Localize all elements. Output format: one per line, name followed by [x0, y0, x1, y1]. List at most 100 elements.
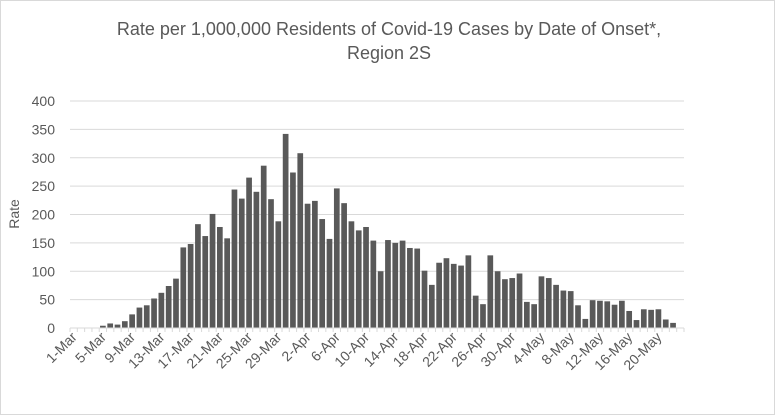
bar-9-May	[575, 305, 581, 328]
bar-7-Apr	[341, 203, 347, 328]
bar-26-Mar	[253, 191, 260, 328]
bar-24-Mar	[238, 198, 245, 328]
bar-2-May	[523, 301, 530, 328]
bar-7-Mar	[114, 324, 121, 328]
bar-15-Mar	[173, 278, 179, 328]
bar-31-Mar	[290, 172, 296, 328]
bar-13-Apr	[385, 240, 391, 328]
bar-12-Apr	[377, 271, 384, 328]
y-tick-label: 300	[32, 150, 56, 166]
bar-16-May	[626, 310, 633, 328]
bar-11-Mar	[143, 305, 150, 328]
x-tick-label: 4-May	[509, 329, 548, 368]
bar-23-Mar	[231, 189, 238, 328]
bar-2-Apr	[304, 203, 311, 328]
bar-29-Apr	[502, 279, 508, 328]
bar-10-May	[582, 318, 589, 328]
bar-25-Mar	[246, 177, 252, 328]
y-tick-label: 350	[32, 121, 56, 137]
bar-4-May	[538, 276, 545, 328]
bar-13-May	[604, 301, 611, 328]
bar-21-Apr	[443, 258, 450, 328]
bar-17-May	[633, 320, 640, 328]
bar-17-Apr	[414, 248, 421, 328]
bar-28-Apr	[494, 271, 501, 328]
bar-4-Apr	[319, 219, 326, 328]
bar-27-Apr	[487, 255, 494, 328]
bar-5-May	[545, 278, 552, 328]
bar-8-Mar	[121, 321, 128, 328]
bar-21-May	[662, 319, 669, 328]
bar-29-Mar	[275, 221, 282, 328]
bar-30-Mar	[282, 133, 289, 328]
y-tick-label: 400	[32, 93, 56, 109]
bar-19-Mar	[202, 236, 209, 328]
bar-3-May	[531, 304, 537, 328]
bar-19-May	[648, 309, 654, 328]
bar-8-Apr	[348, 221, 355, 328]
bar-25-Apr	[472, 295, 479, 328]
bar-15-May	[619, 300, 625, 328]
bar-5-Mar	[100, 325, 106, 328]
x-tick-label: 5-Mar	[72, 329, 109, 366]
bar-15-Apr	[399, 240, 406, 328]
bar-10-Mar	[136, 307, 143, 328]
y-axis-tick-labels: 0 50 100 150 200 250 300 350 400	[32, 93, 56, 336]
bar-19-Apr	[428, 284, 435, 328]
bar-24-Apr	[465, 255, 472, 328]
bar-27-Mar	[260, 165, 267, 328]
bar-14-May	[611, 304, 618, 328]
y-tick-label: 50	[39, 292, 55, 308]
x-axis-tick-labels: 1-Mar5-Mar9-Mar13-Mar17-Mar21-Mar25-Mar2…	[43, 329, 665, 374]
y-tick-label: 0	[47, 320, 55, 336]
bar-9-Mar	[129, 314, 135, 328]
bar-22-Mar	[224, 238, 230, 328]
bar-23-Apr	[458, 265, 464, 328]
bar-17-Mar	[187, 244, 194, 328]
bar-20-Apr	[436, 262, 442, 328]
bar-18-May	[640, 309, 647, 328]
bar-12-Mar	[151, 298, 157, 328]
bar-7-May	[560, 290, 567, 328]
bar-series	[100, 133, 676, 329]
bar-8-May	[567, 291, 574, 328]
bar-16-Mar	[180, 247, 187, 328]
bar-12-May	[597, 300, 603, 328]
bar-11-Apr	[370, 240, 377, 328]
bar-1-Apr	[297, 153, 304, 328]
bar-10-Apr	[363, 226, 369, 328]
y-tick-label: 250	[32, 178, 56, 194]
bar-5-Apr	[326, 238, 333, 328]
y-axis-title: Rate	[6, 199, 22, 229]
bar-11-May	[589, 300, 596, 328]
bar-6-May	[553, 284, 559, 328]
y-tick-label: 100	[32, 263, 56, 279]
chart-subtitle: Region 2S	[347, 43, 431, 63]
y-tick-label: 150	[32, 235, 56, 251]
bar-3-Apr	[312, 200, 318, 328]
bar-30-Apr	[509, 278, 516, 328]
y-tick-label: 200	[32, 207, 56, 223]
bar-6-Mar	[107, 323, 114, 328]
bar-1-May	[516, 273, 523, 328]
bar-21-Mar	[216, 226, 223, 328]
bar-28-Mar	[268, 199, 274, 328]
bar-18-Apr	[421, 270, 428, 328]
bar-20-Mar	[209, 213, 216, 328]
bar-14-Mar	[165, 286, 172, 328]
bar-18-Mar	[195, 224, 201, 328]
bar-20-May	[655, 309, 662, 328]
gridlines	[70, 100, 684, 301]
bar-26-Apr	[480, 304, 486, 328]
bar-14-Apr	[392, 242, 399, 329]
bar-16-Apr	[407, 247, 413, 328]
x-tick-label: 2-Apr	[278, 329, 314, 365]
bar-9-Apr	[355, 230, 362, 328]
bar-6-Apr	[333, 188, 340, 328]
bar-13-Mar	[158, 292, 165, 328]
bar-22-May	[670, 322, 676, 328]
bar-22-Apr	[450, 263, 457, 328]
chart-title: Rate per 1,000,000 Residents of Covid-19…	[117, 19, 661, 39]
